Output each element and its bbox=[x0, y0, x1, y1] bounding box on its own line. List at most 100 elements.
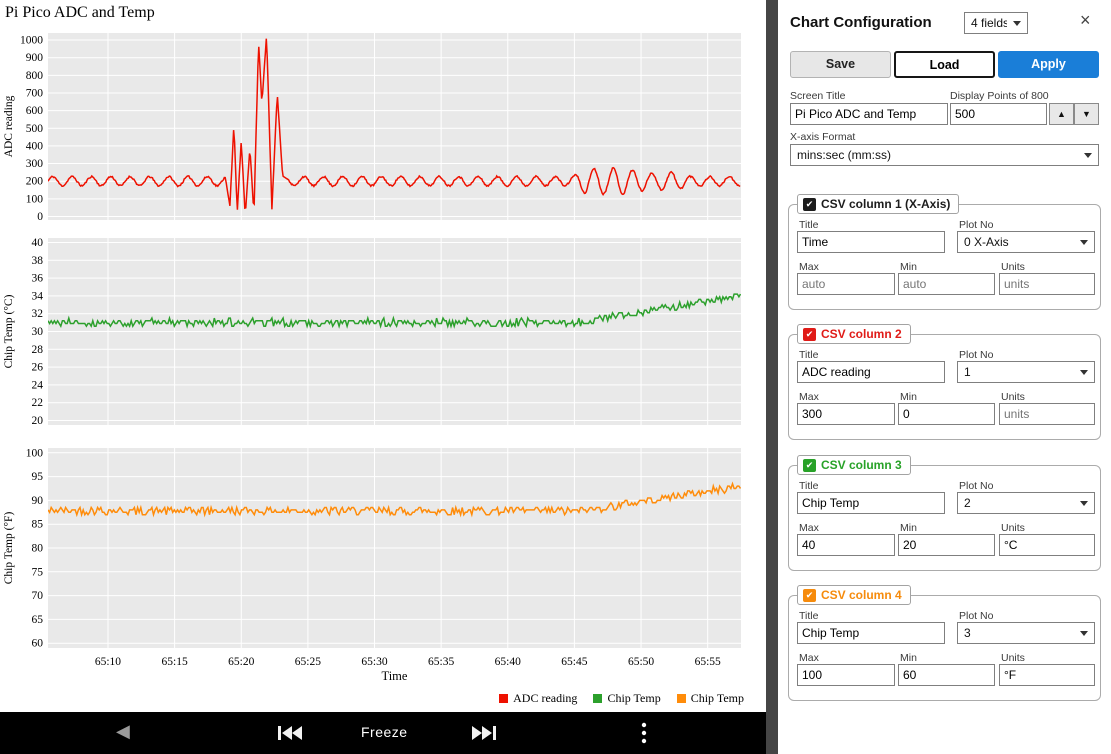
units-label: Units bbox=[1001, 261, 1025, 273]
panel-title: Chart Configuration bbox=[790, 14, 932, 31]
svg-text:500: 500 bbox=[26, 123, 44, 135]
x-axis-title: Time bbox=[381, 669, 408, 683]
csv2-units-input[interactable] bbox=[999, 403, 1095, 425]
min-label: Min bbox=[900, 391, 917, 403]
csv-column-1-section: ✔ CSV column 1 (X-Axis) Title Plot No 0 … bbox=[788, 194, 1101, 310]
playback-toolbar: ◀ Freeze bbox=[0, 712, 766, 754]
min-label: Min bbox=[900, 652, 917, 664]
csv2-max-input[interactable] bbox=[797, 403, 895, 425]
svg-text:100: 100 bbox=[26, 448, 44, 459]
csv3-min-input[interactable] bbox=[898, 534, 995, 556]
skip-back-icon[interactable] bbox=[278, 725, 302, 741]
csv2-plotno-value: 1 bbox=[964, 365, 971, 379]
fields-count-value: 4 fields bbox=[971, 16, 1007, 30]
fields-count-select[interactable]: 4 fields bbox=[964, 12, 1028, 34]
svg-text:70: 70 bbox=[32, 590, 44, 602]
apply-button[interactable]: Apply bbox=[998, 51, 1099, 78]
close-button[interactable]: × bbox=[1080, 10, 1091, 30]
plot-no-label: Plot No bbox=[959, 349, 994, 361]
csv1-plotno-select[interactable]: 0 X-Axis bbox=[957, 231, 1095, 253]
csv4-max-input[interactable] bbox=[797, 664, 895, 686]
legend-item: ADC reading bbox=[499, 691, 577, 706]
skip-forward-icon[interactable] bbox=[472, 725, 496, 741]
csv-column-3-section: ✔ CSV column 3 Title Plot No 2 Max Min U… bbox=[788, 455, 1101, 571]
legend-swatch-red bbox=[499, 694, 509, 703]
csv-column-3-header: ✔ CSV column 3 bbox=[797, 455, 911, 475]
checked-checkbox-icon[interactable]: ✔ bbox=[803, 197, 816, 211]
csv3-units-input[interactable] bbox=[999, 534, 1095, 556]
svg-text:75: 75 bbox=[32, 566, 44, 578]
svg-text:40: 40 bbox=[32, 238, 44, 249]
svg-text:32: 32 bbox=[32, 308, 44, 320]
back-arrow-icon[interactable]: ◀ bbox=[116, 721, 130, 741]
svg-text:200: 200 bbox=[26, 176, 44, 188]
points-up-button[interactable]: ▲ bbox=[1049, 103, 1074, 125]
svg-text:400: 400 bbox=[26, 140, 44, 152]
csv4-plotno-select[interactable]: 3 bbox=[957, 622, 1095, 644]
chevron-down-icon bbox=[1080, 369, 1088, 375]
csv4-title-input[interactable] bbox=[797, 622, 945, 644]
csv2-min-input[interactable] bbox=[898, 403, 995, 425]
freeze-button[interactable]: Freeze bbox=[361, 724, 408, 740]
checked-checkbox-icon[interactable]: ✔ bbox=[803, 458, 816, 472]
adc-reading-series-line bbox=[48, 38, 741, 210]
svg-text:85: 85 bbox=[32, 519, 44, 531]
legend-label: ADC reading bbox=[513, 691, 578, 705]
xaxis-format-label: X-axis Format bbox=[790, 131, 856, 143]
svg-text:95: 95 bbox=[32, 471, 44, 483]
title-label: Title bbox=[799, 610, 819, 622]
legend-item: Chip Temp bbox=[593, 691, 661, 706]
save-button[interactable]: Save bbox=[790, 51, 891, 78]
overflow-menu-icon[interactable] bbox=[640, 722, 648, 744]
screen-title-label: Screen Title bbox=[790, 90, 846, 102]
title-label: Title bbox=[799, 349, 819, 361]
svg-text:65: 65 bbox=[32, 614, 44, 626]
svg-text:65:10: 65:10 bbox=[95, 656, 121, 668]
max-label: Max bbox=[799, 652, 819, 664]
checked-checkbox-icon[interactable]: ✔ bbox=[803, 327, 816, 341]
xaxis-format-select[interactable]: mins:sec (mm:ss) bbox=[790, 144, 1099, 166]
csv2-plotno-select[interactable]: 1 bbox=[957, 361, 1095, 383]
chip-temp-series-line bbox=[48, 481, 741, 518]
chevron-down-icon bbox=[1080, 630, 1088, 636]
csv3-title-input[interactable] bbox=[797, 492, 945, 514]
csv1-max-input[interactable] bbox=[797, 273, 895, 295]
display-points-label: Display Points of 800 bbox=[950, 90, 1049, 102]
svg-text:Chip Temp (°F): Chip Temp (°F) bbox=[3, 512, 15, 585]
csv1-title-input[interactable] bbox=[797, 231, 945, 253]
legend-swatch-green bbox=[593, 694, 603, 703]
units-label: Units bbox=[1001, 391, 1025, 403]
legend-label: Chip Temp bbox=[607, 691, 661, 705]
csv1-min-input[interactable] bbox=[898, 273, 995, 295]
csv2-title-input[interactable] bbox=[797, 361, 945, 383]
chart-legend: ADC reading Chip Temp Chip Temp bbox=[499, 691, 744, 706]
points-down-button[interactable]: ▼ bbox=[1074, 103, 1099, 125]
svg-text:65:30: 65:30 bbox=[361, 656, 387, 668]
chart-configuration-panel: Chart Configuration 4 fields × Save Load… bbox=[778, 0, 1111, 754]
checked-checkbox-icon[interactable]: ✔ bbox=[803, 588, 816, 602]
plot-grid: 0 100 200 300 400 500 600 700 800 900 1000 ADC read… bbox=[3, 33, 741, 668]
svg-text:65:50: 65:50 bbox=[628, 656, 654, 668]
csv4-min-input[interactable] bbox=[898, 664, 995, 686]
svg-text:65:55: 65:55 bbox=[695, 656, 721, 668]
svg-text:65:35: 65:35 bbox=[428, 656, 454, 668]
csv3-plotno-select[interactable]: 2 bbox=[957, 492, 1095, 514]
load-button[interactable]: Load bbox=[894, 51, 995, 78]
csv-column-4-header: ✔ CSV column 4 bbox=[797, 585, 911, 605]
legend-swatch-orange bbox=[676, 694, 686, 703]
svg-text:22: 22 bbox=[32, 397, 44, 409]
csv3-max-input[interactable] bbox=[797, 534, 895, 556]
plot-2-chip-temp: 60 65 70 75 80 85 90 95 100 Chip Temp (°F) 65:10 65… bbox=[3, 448, 741, 668]
units-label: Units bbox=[1001, 522, 1025, 534]
display-points-input[interactable] bbox=[950, 103, 1047, 125]
csv-column-4-section: ✔ CSV column 4 Title Plot No 3 Max Min U… bbox=[788, 585, 1101, 701]
svg-text:100: 100 bbox=[26, 193, 44, 205]
screen-title-input[interactable] bbox=[790, 103, 948, 125]
svg-text:65:20: 65:20 bbox=[228, 656, 254, 668]
svg-text:300: 300 bbox=[26, 158, 44, 170]
csv1-units-input[interactable] bbox=[999, 273, 1095, 295]
csv4-plotno-value: 3 bbox=[964, 626, 971, 640]
title-label: Title bbox=[799, 219, 819, 231]
csv4-units-input[interactable] bbox=[999, 664, 1095, 686]
xaxis-format-value: mins:sec (mm:ss) bbox=[797, 148, 891, 162]
